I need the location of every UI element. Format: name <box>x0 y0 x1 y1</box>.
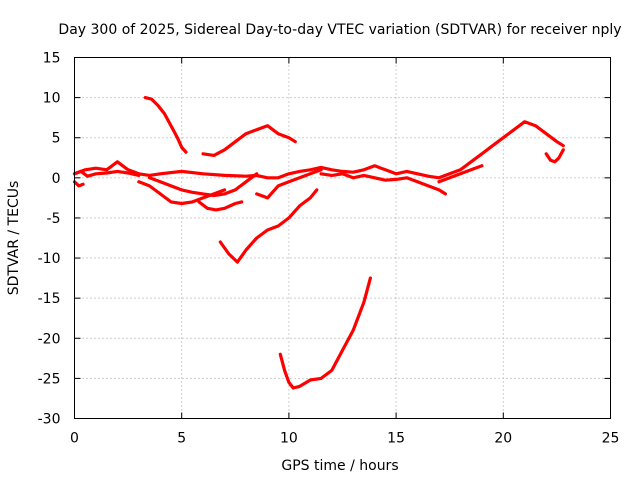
series-line-arc-d <box>201 124 297 157</box>
grid <box>74 57 611 419</box>
y-tick-label: 5 <box>52 131 61 147</box>
y-tick-label: -5 <box>47 211 61 227</box>
y-tick-label: -15 <box>38 291 61 307</box>
y-tick-label: 10 <box>43 91 61 107</box>
x-tick-label: 10 <box>280 431 298 447</box>
y-tick-label: -20 <box>38 331 61 347</box>
series-group <box>72 95 565 390</box>
tick-labels: 0 5 10 15 20 25 15 10 5 0 -5 -10 -15 -20 -25 -30 <box>38 51 620 447</box>
series-line-arc-j <box>319 172 447 196</box>
series-line-arc-c <box>143 95 188 154</box>
y-tick-label: -10 <box>38 251 61 267</box>
series-line-arc-m <box>278 276 372 390</box>
series-line-arc-f <box>137 180 227 206</box>
y-tick-label: 15 <box>43 51 61 67</box>
x-tick-label: 20 <box>494 431 512 447</box>
y-tick-label: -30 <box>38 412 61 428</box>
series-line-arc-g <box>197 200 244 212</box>
y-tick-label: -25 <box>38 371 61 387</box>
chart-title: Day 300 of 2025, Sidereal Day-to-day VTE… <box>58 22 621 38</box>
x-tick-label: 5 <box>177 431 186 447</box>
series-line-arc-h <box>218 188 319 264</box>
series-line-arc-l <box>544 148 565 164</box>
series-line-arc-b <box>72 180 85 188</box>
x-tick-label: 15 <box>387 431 405 447</box>
series-line-arc-e <box>147 172 259 198</box>
axis-ticks <box>74 57 611 419</box>
series-line-arc-main <box>72 120 565 180</box>
x-tick-label: 0 <box>70 431 79 447</box>
series-line-arc-k <box>437 164 484 184</box>
plot-frame <box>74 57 611 419</box>
series-line-arc-a <box>72 169 141 178</box>
y-axis-label: SDTVAR / TECUs <box>6 181 22 296</box>
x-tick-label: 25 <box>602 431 620 447</box>
y-tick-label: 0 <box>52 171 61 187</box>
x-axis-label: GPS time / hours <box>281 458 398 474</box>
series-line-arc-i <box>255 168 323 200</box>
